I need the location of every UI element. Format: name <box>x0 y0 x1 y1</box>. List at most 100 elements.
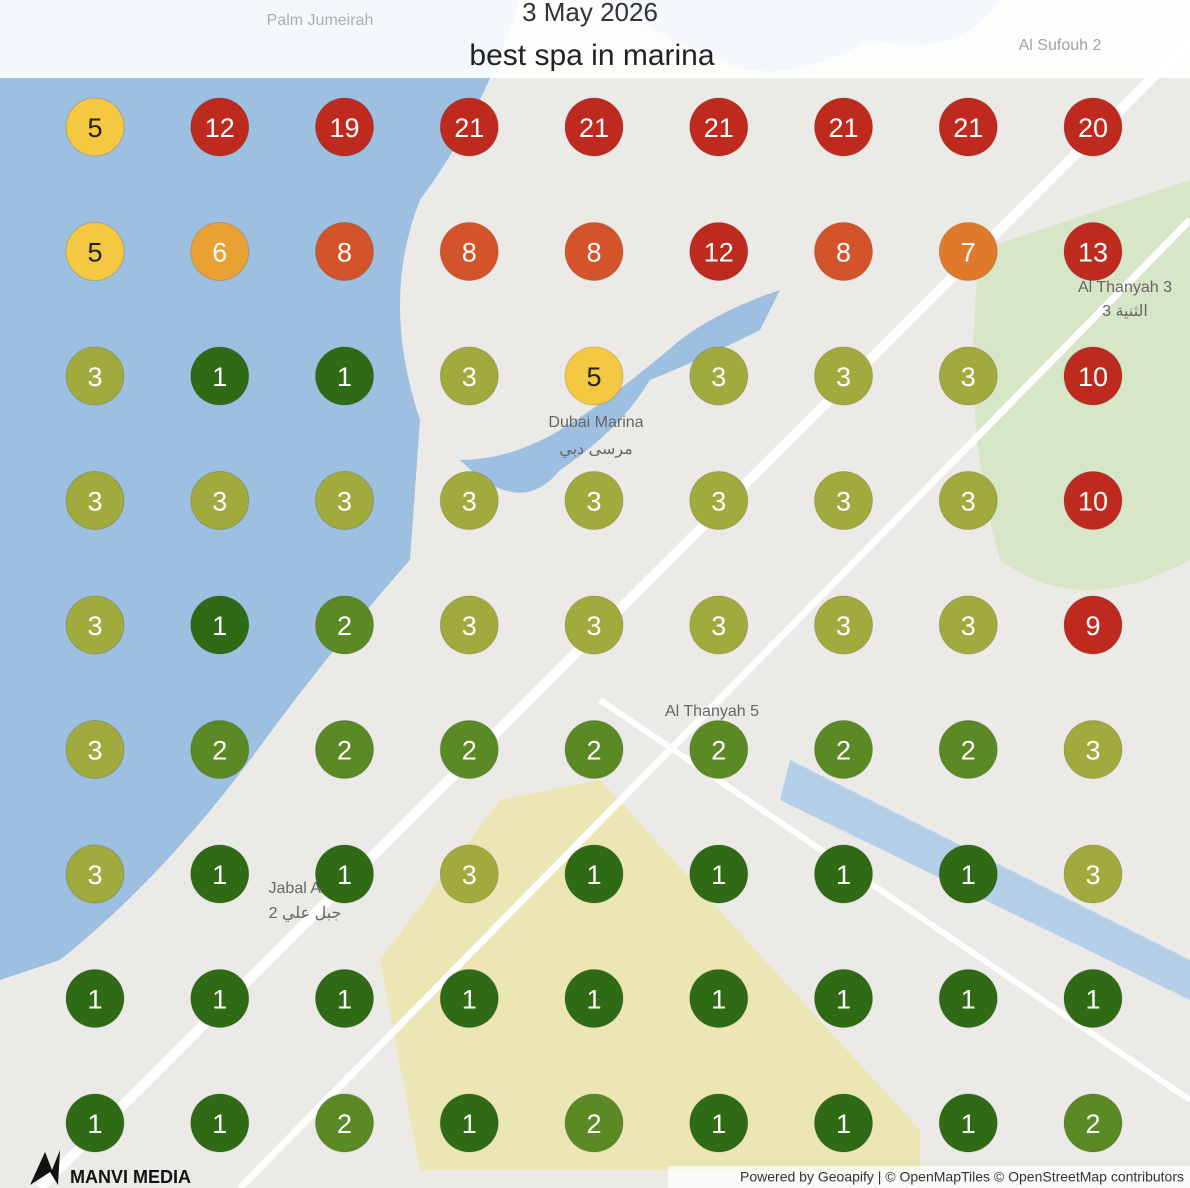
rank-value: 20 <box>1078 113 1108 143</box>
rank-value: 3 <box>212 487 227 517</box>
rank-pin <box>315 844 374 904</box>
rank-value: 1 <box>212 860 227 890</box>
rank-pin <box>689 97 749 157</box>
rank-value: 5 <box>87 238 102 268</box>
rank-value: 21 <box>454 113 484 143</box>
rank-pin <box>814 1093 873 1153</box>
rank-pin <box>938 1093 998 1153</box>
rank-value: 12 <box>704 238 734 268</box>
rank-value: 1 <box>711 985 726 1015</box>
rank-pin <box>689 471 749 530</box>
rank-value: 1 <box>961 985 976 1015</box>
rank-value: 1 <box>836 860 851 890</box>
rank-value: 3 <box>836 362 851 392</box>
rank-value: 2 <box>212 736 227 766</box>
rank-pin <box>315 346 374 406</box>
rank-pin <box>814 471 873 530</box>
rank-pin <box>1063 222 1123 281</box>
query: best spa in marina <box>469 39 714 72</box>
rank-pin <box>439 844 499 904</box>
rank-value: 3 <box>337 487 352 517</box>
rank-pin <box>564 471 624 530</box>
rank-value: 1 <box>961 1109 976 1139</box>
rank-pin <box>190 720 250 779</box>
rank-pin <box>65 720 125 779</box>
rank-pin <box>564 346 624 406</box>
rank-pin <box>938 720 998 779</box>
date: 3 May 2026 <box>522 0 658 27</box>
rank-pin <box>190 222 250 281</box>
rank-pin <box>689 844 749 904</box>
rank-pin <box>65 97 125 157</box>
rank-pin <box>1063 97 1123 157</box>
attribution-bg <box>668 1166 1190 1188</box>
rank-pin <box>190 97 250 157</box>
rank-pin <box>814 595 873 655</box>
rank-value: 3 <box>836 611 851 641</box>
rank-pin <box>1063 346 1123 406</box>
sand-area <box>380 780 920 1170</box>
rank-value: 1 <box>212 1109 227 1139</box>
rank-pin <box>938 97 998 157</box>
rank-value: 2 <box>961 736 976 766</box>
rank-value: 3 <box>961 611 976 641</box>
rank-pin <box>564 97 624 157</box>
rank-pin <box>315 471 374 530</box>
rank-pin <box>439 346 499 406</box>
rank-pin <box>938 969 998 1028</box>
rank-value: 2 <box>462 736 477 766</box>
rank-value: 5 <box>586 362 601 392</box>
rank-pin <box>564 222 624 281</box>
map-label: Palm Jumeirah <box>267 12 374 29</box>
rank-value: 13 <box>1078 238 1108 268</box>
rank-pin <box>814 222 873 281</box>
map-label: جبل علي 2 <box>269 905 342 922</box>
rank-pin <box>1063 595 1123 655</box>
rank-value: 19 <box>329 113 359 143</box>
rank-pin <box>65 969 125 1028</box>
rank-value: 1 <box>836 985 851 1015</box>
rank-pin <box>190 969 250 1028</box>
rank-pin <box>190 844 250 904</box>
rank-pin <box>564 844 624 904</box>
rank-pin <box>315 1093 374 1153</box>
rank-pin <box>65 222 125 281</box>
rank-pin <box>564 969 624 1028</box>
rank-value: 2 <box>337 611 352 641</box>
rank-pin <box>439 1093 499 1153</box>
rank-value: 21 <box>704 113 734 143</box>
rank-value: 1 <box>337 362 352 392</box>
rank-pin <box>439 471 499 530</box>
rank-pin <box>315 595 374 655</box>
rank-pin <box>190 471 250 530</box>
rank-pin <box>814 97 873 157</box>
rank-value: 2 <box>337 736 352 766</box>
rank-value: 5 <box>87 113 102 143</box>
rank-pin <box>190 595 250 655</box>
logo: MANVI MEDIA <box>70 1167 191 1187</box>
rank-value: 21 <box>579 113 609 143</box>
rank-pin <box>938 595 998 655</box>
rank-value: 2 <box>1085 1109 1100 1139</box>
rank-value: 1 <box>337 860 352 890</box>
rank-pin <box>564 595 624 655</box>
rank-value: 3 <box>462 362 477 392</box>
rank-grid: 5 12 19 21 21 21 21 21 205 6 8 8 8 12 8 7 133 1 1 3 5 3 3 3 103 3… <box>65 97 1123 1153</box>
rank-pin <box>439 969 499 1028</box>
rank-value: 3 <box>586 611 601 641</box>
rank-pin <box>814 346 873 406</box>
header-band <box>0 0 1190 78</box>
rank-pin <box>1063 969 1123 1028</box>
rank-pin <box>190 346 250 406</box>
rank-pin <box>689 1093 749 1153</box>
rank-value: 1 <box>337 985 352 1015</box>
rank-value: 3 <box>711 611 726 641</box>
rank-pin <box>1063 720 1123 779</box>
rank-pin <box>1063 1093 1123 1153</box>
rank-value: 3 <box>711 362 726 392</box>
rank-value: 3 <box>961 487 976 517</box>
rank-pin <box>65 844 125 904</box>
rank-pin <box>938 222 998 281</box>
rank-pin <box>439 97 499 157</box>
